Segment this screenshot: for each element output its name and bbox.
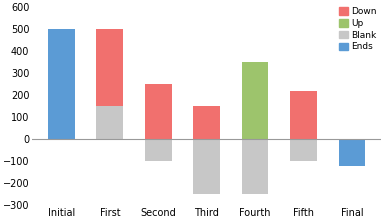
Bar [194,139,220,194]
Bar [194,106,220,139]
Bar [242,139,268,194]
Bar [96,106,123,139]
Bar [96,29,123,106]
Bar [290,91,317,139]
Bar [145,84,172,139]
Bar [48,29,75,139]
Bar [339,139,365,166]
Bar [145,139,172,161]
Bar [290,139,317,161]
Legend: Down, Up, Blank, Ends: Down, Up, Blank, Ends [339,7,377,51]
Bar [242,62,268,139]
